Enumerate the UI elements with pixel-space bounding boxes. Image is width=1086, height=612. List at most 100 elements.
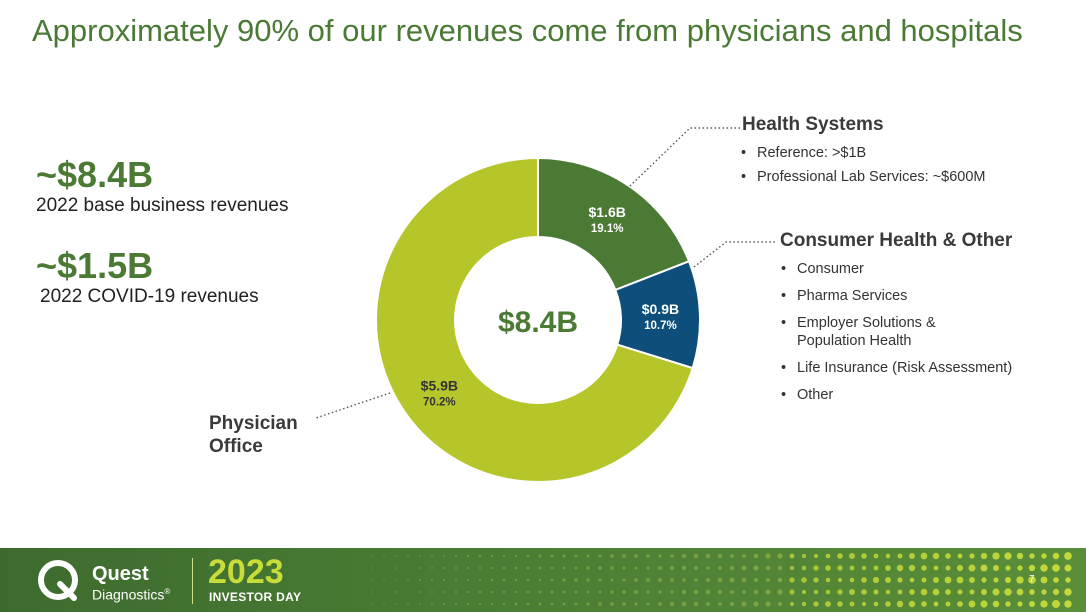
footer-dot: [956, 564, 964, 572]
footer-dot: [658, 566, 662, 570]
footer-dot: [359, 579, 361, 581]
footer-dot: [359, 555, 361, 557]
footer-dot: [395, 579, 397, 581]
footer-dot: [765, 553, 771, 559]
footer-dot: [801, 589, 807, 595]
footer-dot: [945, 553, 951, 559]
footer-dot: [1052, 552, 1060, 560]
footer-dot: [598, 602, 602, 606]
footer-dot: [920, 588, 928, 596]
footer-dot: [359, 591, 361, 593]
footer-dot: [502, 566, 506, 570]
footer-dot: [837, 565, 843, 571]
footer-dot: [490, 602, 494, 606]
footer-dot: [921, 601, 927, 607]
footer-dot: [742, 590, 746, 594]
footer-dot: [848, 552, 856, 560]
footer-dot: [873, 601, 879, 607]
bullet-item: Employer Solutions & Population Health: [781, 314, 962, 350]
footer-dot: [993, 577, 999, 583]
footer-dot: [861, 565, 867, 571]
segment-title-physician-office: Physician Office: [209, 413, 298, 457]
footer-dot: [371, 591, 373, 593]
footer-dot: [908, 600, 916, 608]
footer-dot: [419, 603, 421, 605]
footer-dot: [1052, 564, 1060, 572]
footer-dot: [478, 578, 482, 582]
footer-dot: [466, 602, 470, 606]
footer-dot: [730, 590, 734, 594]
segment-title-consumer-health: Consumer Health & Other: [780, 230, 1013, 251]
footer-dot: [681, 565, 687, 571]
footer-dot: [1028, 576, 1036, 584]
footer-dot: [526, 554, 530, 558]
footer-dot: [514, 554, 518, 558]
footer-dot: [908, 564, 916, 572]
event-year: 2023: [208, 553, 284, 591]
footer-dot: [921, 565, 927, 571]
footer-dot: [407, 579, 409, 581]
footer-dot: [658, 602, 662, 606]
footer-dot: [754, 578, 758, 582]
footer-dot: [1052, 600, 1060, 608]
footer-dot: [430, 566, 434, 570]
footer-dot: [502, 578, 506, 582]
leader-physician-office: [315, 392, 391, 419]
footer-dot: [419, 555, 421, 557]
footer-dot: [526, 590, 530, 594]
revenue-donut-chart: $8.4B $1.6B 19.1% $0.9B 10.7% $5.9B 70.2%: [315, 127, 777, 483]
footer-dot: [717, 589, 723, 595]
footer-dot: [730, 554, 734, 558]
footer-dot: [801, 553, 807, 559]
footer-dot: [1017, 565, 1023, 571]
footer-dot: [729, 577, 735, 583]
footer-dot: [801, 601, 807, 607]
footer-dot: [742, 554, 746, 558]
footer-dot: [945, 589, 951, 595]
footer-dot: [538, 590, 542, 594]
footer-dot: [861, 589, 867, 595]
footer-dot: [490, 554, 494, 558]
footer-dot: [1029, 589, 1035, 595]
footer-dot: [969, 553, 975, 559]
footer-dot: [550, 554, 554, 558]
footer-dot: [813, 565, 819, 571]
footer-dot: [622, 590, 626, 594]
footer-dot: [1016, 588, 1024, 596]
footer-dot: [610, 590, 614, 594]
footer-dot: [957, 589, 963, 595]
footer-dot: [944, 576, 952, 584]
footer-dot: [478, 602, 482, 606]
slice-value-label: $1.6B: [588, 204, 625, 220]
footer-dot: [789, 553, 795, 559]
brand-name: Quest: [92, 563, 149, 585]
footer-dot: [1041, 589, 1047, 595]
kpi-label: 2022 COVID-19 revenues: [40, 286, 259, 307]
footer-dot: [813, 601, 819, 607]
footer-dot: [705, 553, 711, 559]
kpi-base-revenue: ~$8.4B 2022 base business revenues: [36, 155, 288, 217]
footer-dot: [419, 567, 421, 569]
footer-dot: [550, 602, 554, 606]
footer-dot: [981, 589, 987, 595]
kpi-covid-revenue: ~$1.5B 2022 COVID-19 revenues: [36, 246, 259, 308]
footer-dot: [574, 566, 578, 570]
footer-dot: [598, 590, 602, 594]
footer-dot: [861, 553, 867, 559]
footer-dot: [634, 578, 638, 582]
footer-dot: [514, 578, 518, 582]
footer-dot: [526, 578, 530, 582]
footer-dot: [992, 552, 1000, 560]
footer-dot: [705, 589, 711, 595]
footer-dot: [909, 589, 915, 595]
footer-dot: [646, 602, 650, 606]
footer-dot: [670, 554, 674, 558]
footer-dot: [646, 590, 650, 594]
footer-dot: [861, 601, 867, 607]
footer-dot: [957, 601, 963, 607]
footer-dot: [837, 589, 843, 595]
footer-dot: [825, 601, 831, 607]
footer-dot: [837, 577, 843, 583]
footer-dot: [407, 567, 409, 569]
footer-dot: [646, 566, 650, 570]
